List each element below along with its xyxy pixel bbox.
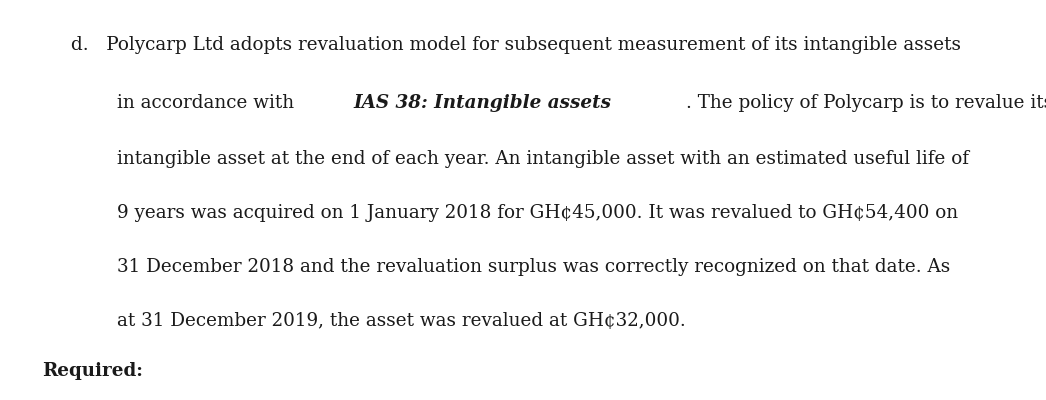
Text: . The policy of Polycarp is to revalue its: . The policy of Polycarp is to revalue i… (686, 94, 1046, 112)
Text: 31 December 2018 and the revaluation surplus was correctly recognized on that da: 31 December 2018 and the revaluation sur… (117, 258, 951, 276)
Text: at 31 December 2019, the asset was revalued at GH¢32,000.: at 31 December 2019, the asset was reval… (117, 312, 686, 330)
Text: Required:: Required: (42, 362, 143, 380)
Text: intangible asset at the end of each year. An intangible asset with an estimated : intangible asset at the end of each year… (117, 150, 970, 168)
Text: in accordance with: in accordance with (117, 94, 300, 112)
Text: 9 years was acquired on 1 January 2018 for GH¢45,000. It was revalued to GH¢54,4: 9 years was acquired on 1 January 2018 f… (117, 204, 958, 222)
Text: IAS 38: Intangible assets: IAS 38: Intangible assets (354, 94, 611, 112)
Text: d.   Polycarp Ltd adopts revaluation model for subsequent measurement of its int: d. Polycarp Ltd adopts revaluation model… (71, 36, 961, 54)
